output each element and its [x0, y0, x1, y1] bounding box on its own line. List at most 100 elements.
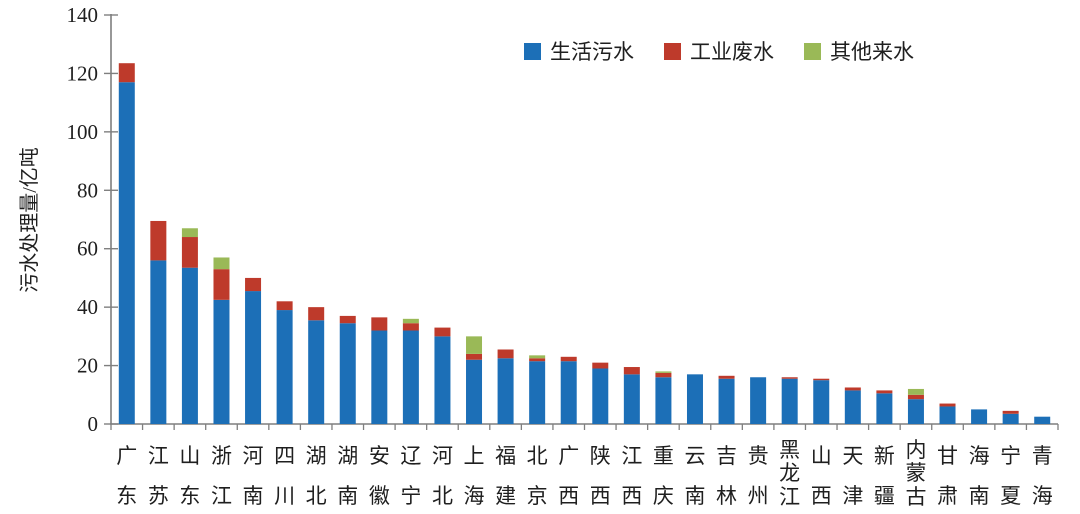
- bar-27: [939, 403, 956, 424]
- legend-item-domestic-sewage: 生活污水: [524, 36, 634, 66]
- x-tick-label-27: 甘肃: [937, 444, 958, 508]
- bar-15: [560, 356, 577, 424]
- chart-legend: 生活污水 工业废水 其他来水: [524, 36, 914, 66]
- x-tick-label-char: 海: [1032, 484, 1053, 508]
- x-tick-label-char: 山: [179, 444, 200, 468]
- bar-4: [213, 257, 230, 424]
- x-tick-label-char: 河: [243, 444, 264, 468]
- x-tick-label-char: 河: [432, 444, 453, 468]
- x-tick-label-char: 东: [116, 484, 137, 508]
- bar-segment-series-2: [560, 356, 577, 362]
- bar-19: [686, 374, 703, 424]
- x-tick-label-char: 江: [211, 484, 232, 508]
- x-tick-label-char: 西: [811, 484, 832, 508]
- bar-20: [718, 375, 735, 424]
- x-tick-label-char: 南: [337, 484, 358, 508]
- bar-segment-series-1: [686, 374, 703, 424]
- x-tick-label-char: 西: [621, 484, 642, 508]
- bar-23: [813, 378, 830, 424]
- x-tick-label-char: 苏: [148, 484, 169, 508]
- x-tick-label-29: 宁夏: [1000, 444, 1021, 508]
- x-tick-label-char: 江: [779, 485, 800, 509]
- bar-segment-series-1: [308, 320, 325, 424]
- x-tick-label-char: 蒙: [905, 461, 926, 485]
- x-tick-label-30: 青海: [1032, 444, 1053, 508]
- bar-3: [181, 228, 198, 424]
- x-tick-label-char: 四: [274, 444, 295, 468]
- bar-segment-series-2: [781, 377, 798, 379]
- x-tick-label-2: 江苏: [148, 444, 169, 508]
- bar-segment-series-1: [181, 267, 198, 424]
- bar-segment-series-1: [371, 330, 388, 424]
- x-tick-label-char: 江: [148, 444, 169, 468]
- x-tick-label-char: 津: [842, 484, 863, 508]
- bar-segment-series-1: [939, 406, 956, 424]
- bar-segment-series-1: [592, 368, 609, 424]
- bar-segment-series-3: [213, 257, 230, 270]
- bar-21: [750, 377, 767, 424]
- bar-segment-series-1: [276, 310, 293, 424]
- bar-segment-series-1: [150, 260, 167, 424]
- x-tick-label-23: 山西: [811, 444, 832, 508]
- bar-segment-series-2: [118, 63, 135, 83]
- x-tick-label-char: 肃: [937, 484, 958, 508]
- bar-segment-series-2: [876, 390, 893, 394]
- bar-segment-series-2: [497, 349, 514, 359]
- x-tick-label-char: 新: [874, 444, 895, 468]
- x-tick-label-char: 广: [116, 444, 137, 468]
- x-tick-label-char: 重: [653, 444, 674, 468]
- bar-segment-series-2: [434, 327, 451, 337]
- bar-segment-series-1: [466, 359, 483, 424]
- bar-segment-series-2: [907, 394, 924, 400]
- bar-segment-series-3: [466, 336, 483, 354]
- bar-segment-series-2: [308, 307, 325, 321]
- x-tick-label-char: 北: [306, 484, 327, 508]
- bar-segment-series-1: [907, 399, 924, 424]
- x-tick-label-18: 重庆: [653, 444, 674, 508]
- bar-13: [497, 349, 514, 424]
- x-axis: [110, 423, 1059, 430]
- x-tick-label-21: 贵州: [748, 444, 769, 508]
- bar-5: [245, 277, 262, 424]
- x-tick-label-char: 夏: [1000, 484, 1021, 508]
- bar-segment-series-2: [245, 277, 262, 292]
- y-tick-label: 0: [88, 412, 99, 436]
- x-tick-label-20: 吉林: [716, 444, 737, 508]
- x-tick-label-char: 福: [495, 444, 516, 468]
- bar-segment-series-3: [181, 228, 198, 238]
- bar-segment-series-1: [402, 330, 419, 424]
- bar-segment-series-1: [339, 323, 356, 424]
- bar-29: [1002, 410, 1019, 424]
- bar-segment-series-1: [118, 82, 135, 424]
- bar-12: [466, 336, 483, 424]
- bar-segment-series-1: [434, 336, 451, 424]
- y-tick-label: 60: [77, 237, 98, 261]
- x-tick-label-9: 安徽: [369, 444, 390, 508]
- x-tick-label-char: 西: [590, 484, 611, 508]
- bar-22: [781, 377, 798, 424]
- x-tick-label-22: 黑龙江: [779, 438, 800, 509]
- x-tick-label-19: 云南: [684, 444, 705, 508]
- x-tick-label-char: 南: [684, 484, 705, 508]
- bar-segment-series-2: [150, 220, 167, 261]
- legend-swatch-other-inflow: [804, 42, 821, 60]
- bar-segment-series-1: [213, 299, 230, 424]
- y-tick-label: 100: [67, 120, 99, 144]
- bar-1: [118, 63, 135, 424]
- x-tick-label-10: 辽宁: [400, 444, 421, 508]
- x-tick-label-24: 天津: [842, 444, 863, 508]
- bar-segment-series-2: [623, 367, 640, 375]
- x-tick-label-13: 福建: [495, 444, 516, 508]
- x-tick-label-char: 江: [621, 444, 642, 468]
- legend-swatch-domestic-sewage: [524, 42, 541, 60]
- bar-18: [655, 371, 672, 424]
- x-tick-label-char: 东: [179, 484, 200, 508]
- x-tick-label-26: 内蒙古: [905, 438, 926, 509]
- bar-segment-series-1: [718, 378, 735, 424]
- x-tick-label-char: 云: [684, 444, 705, 468]
- x-tick-label-char: 宁: [1000, 444, 1021, 468]
- x-tick-label-char: 贵: [748, 444, 769, 468]
- x-tick-label-28: 海南: [969, 444, 990, 508]
- x-tick-label-11: 河北: [432, 444, 453, 508]
- bar-segment-series-1: [813, 380, 830, 424]
